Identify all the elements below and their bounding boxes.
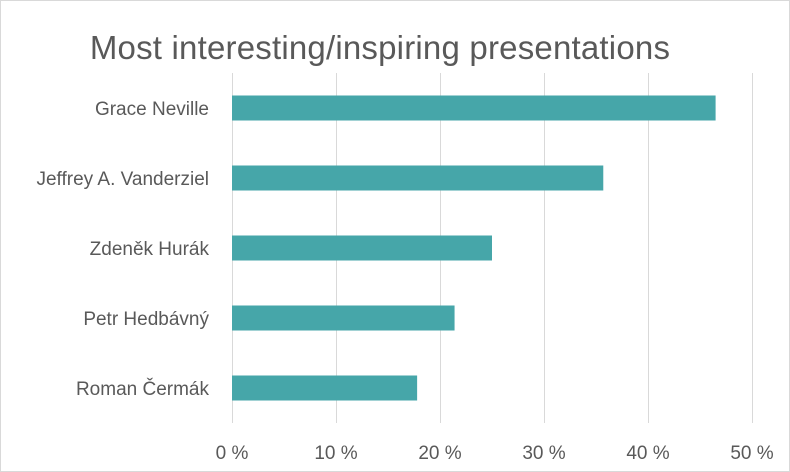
x-tick-label: 30 % xyxy=(522,443,565,464)
x-tick-label: 40 % xyxy=(626,443,669,464)
bar-4 xyxy=(232,375,418,401)
chart-title: Most interesting/inspiring presentations xyxy=(89,29,671,66)
bars xyxy=(232,95,716,401)
bar-0 xyxy=(232,95,716,121)
category-label: Petr Hedbávný xyxy=(83,309,209,330)
category-label: Roman Čermák xyxy=(76,378,210,400)
category-label: Jeffrey A. Vanderziel xyxy=(36,169,209,190)
x-tick-label: 50 % xyxy=(730,443,773,464)
x-tick-label: 0 % xyxy=(216,443,249,464)
x-tick-labels: 0 % 10 % 20 % 30 % 40 % 50 % xyxy=(216,443,774,464)
bar-1 xyxy=(232,165,604,191)
x-tick-label: 10 % xyxy=(314,443,357,464)
category-label: Grace Neville xyxy=(95,99,209,120)
bar-3 xyxy=(232,305,455,331)
x-tick-label: 20 % xyxy=(418,443,461,464)
bar-2 xyxy=(232,235,492,261)
category-labels: Grace Neville Jeffrey A. Vanderziel Zdeněk… xyxy=(36,99,209,400)
category-label: Zdeněk Hurák xyxy=(90,239,210,260)
